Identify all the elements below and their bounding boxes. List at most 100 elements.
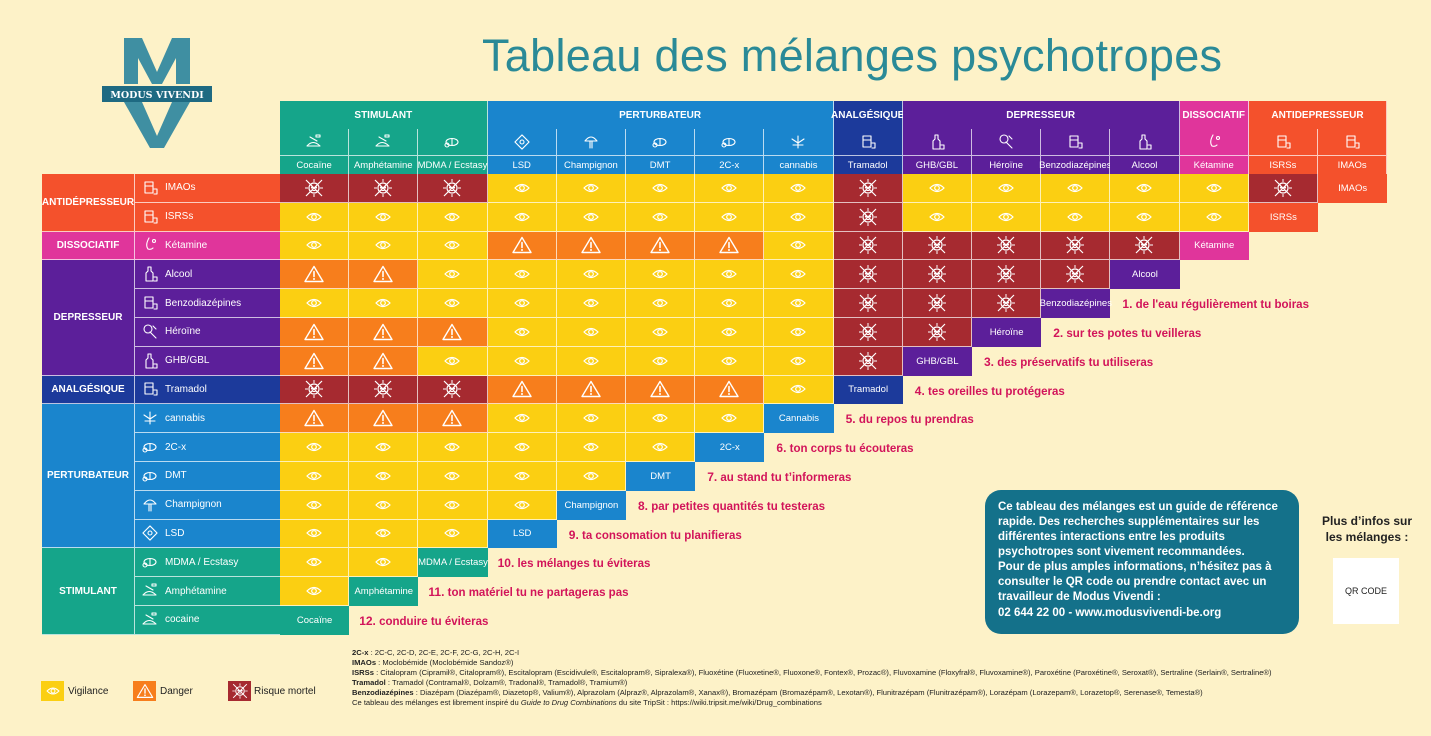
vigilance-cell [349, 289, 419, 318]
vigilance-cell [556, 346, 626, 376]
mushroom-icon [135, 496, 165, 514]
medicine-icon [1248, 129, 1318, 156]
vigilance-cell [280, 202, 350, 232]
vigilance-cell [487, 174, 557, 203]
eye-icon [375, 470, 392, 482]
mortal-risk-cell [972, 231, 1042, 261]
footnote-line: Benzodiazépines : Diazépam (Diazépam®, D… [352, 688, 1427, 698]
leaf-icon [135, 409, 165, 427]
row-header: GHB/GBL [135, 346, 280, 376]
vigilance-cell [556, 318, 626, 347]
eye-icon [652, 412, 668, 424]
eye-icon [306, 499, 322, 511]
warning-icon [581, 236, 601, 254]
mortal-risk-cell [833, 174, 903, 203]
vigilance-cell [487, 318, 557, 347]
vigilance-cell [695, 202, 765, 232]
warning-icon [581, 380, 601, 398]
vigilance-cell [418, 433, 488, 462]
skull-icon [858, 322, 878, 342]
powder-icon [349, 129, 419, 156]
eye-icon [513, 326, 530, 338]
vigilance-cell [280, 490, 350, 520]
skull-icon [1273, 178, 1293, 198]
eye-icon [1067, 211, 1084, 223]
warning-icon [136, 683, 153, 698]
vigilance-cell [487, 346, 557, 376]
powder-icon [135, 582, 165, 600]
tip-number: 9. [568, 527, 579, 542]
vigilance-cell [349, 548, 419, 578]
mortal-risk-cell [902, 318, 972, 347]
vigilance-cell [556, 260, 626, 290]
qr-code[interactable]: QR CODE [1333, 558, 1399, 624]
diagonal-label: 2C-x [695, 433, 765, 462]
skull-icon [1065, 264, 1085, 284]
row-label: Benzodiazépines [165, 297, 242, 309]
eye-icon [513, 182, 530, 194]
eye-icon [790, 182, 807, 194]
eye-icon [790, 355, 807, 367]
vigilance-cell [972, 174, 1042, 203]
eye-icon [1205, 211, 1222, 223]
eye-icon [790, 239, 807, 251]
eye-icon [513, 470, 530, 482]
safety-tip: 6. ton corps tu écouteras [776, 441, 913, 455]
eye-icon [306, 211, 322, 223]
vigilance-cell [902, 174, 972, 203]
mortal-risk-cell [418, 174, 488, 203]
footnote-term: Tramadol [352, 678, 386, 688]
row-label: ISRSs [165, 211, 194, 223]
vigilance-cell [972, 202, 1042, 232]
credit-guide: Guide to Drug Combinations [520, 698, 617, 708]
mortal-risk-cell [280, 174, 350, 203]
eye-icon [721, 355, 738, 367]
row-header: 2C-x [135, 433, 280, 462]
danger-cell [487, 375, 557, 405]
row-header: Tramadol [135, 375, 280, 405]
column-header: Tramadol [833, 156, 903, 174]
footnote-line: IMAOs : Moclobémide (Moclobémide Sandoz®… [352, 658, 1427, 668]
tip-text: les mélanges tu éviteras [517, 558, 651, 571]
eye-icon [306, 441, 322, 453]
eye-icon [790, 211, 807, 223]
blotter-icon [135, 524, 165, 542]
info-contact[interactable]: 02 644 22 00 - www.modusvivendi-be.org [998, 606, 1222, 619]
vigilance-cell [418, 202, 488, 232]
vigilance-cell [280, 548, 350, 578]
vigilance-cell [695, 404, 765, 434]
danger-cell [418, 404, 488, 434]
bottle-icon [135, 265, 165, 283]
diagonal-label: IMAOs [1318, 174, 1388, 203]
column-header: Champignon [556, 156, 626, 174]
row-header: Amphétamine [135, 577, 280, 606]
eye-icon [444, 239, 461, 251]
skull-icon [373, 178, 393, 198]
eye-icon [306, 556, 322, 568]
column-header: Alcool [1110, 156, 1180, 174]
vigilance-cell [487, 490, 557, 520]
eye-icon [1205, 182, 1222, 194]
category-header-analgesique: ANALGÉSIQUE [831, 101, 904, 129]
row-header: ISRSs [135, 202, 280, 232]
eye-icon [306, 527, 322, 539]
vigilance-cell [626, 202, 696, 232]
eye-icon [513, 211, 530, 223]
spoon-icon [135, 323, 165, 341]
row-header: MDMA / Ecstasy [135, 548, 280, 578]
bottle-icon [135, 352, 165, 370]
eye-icon [583, 326, 599, 338]
skull-icon [1134, 235, 1154, 255]
diagonal-label: Tramadol [833, 375, 903, 405]
mortal-risk-cell [1041, 231, 1111, 261]
vigilance-cell [280, 231, 350, 261]
powder-icon [280, 129, 350, 156]
row-header: DMT [135, 462, 280, 491]
mushroom-icon [556, 129, 626, 156]
danger-cell [695, 375, 765, 405]
skull-icon [927, 322, 947, 342]
tip-number: 2. [1053, 326, 1064, 340]
legend-label: Danger [160, 686, 193, 697]
mortal-risk-cell [1041, 260, 1111, 290]
tip-text: conduire tu éviteras [379, 616, 489, 628]
